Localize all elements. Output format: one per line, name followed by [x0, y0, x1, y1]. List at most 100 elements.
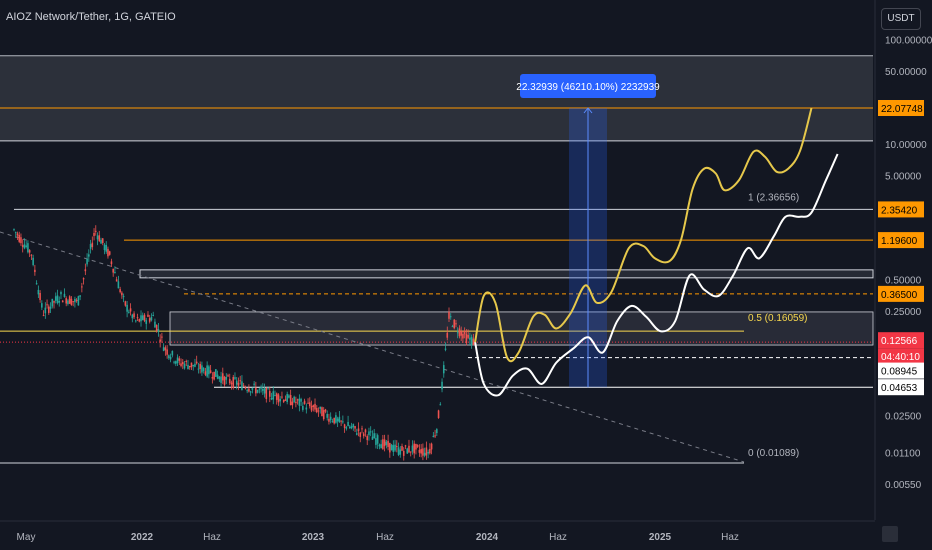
candle-body — [218, 376, 221, 380]
candle — [449, 313, 452, 320]
candle-body — [333, 417, 335, 424]
candle — [336, 416, 339, 428]
candle-body — [284, 399, 287, 401]
candle-body — [117, 281, 120, 289]
candle-body — [300, 399, 302, 402]
price-tick-label: 0.01100 — [885, 449, 921, 460]
candle — [263, 383, 266, 398]
candle — [218, 375, 221, 382]
candle — [319, 406, 322, 414]
candle — [305, 403, 308, 414]
candle-body — [404, 445, 407, 447]
candle — [298, 394, 301, 412]
candle — [44, 302, 47, 319]
candle-body — [190, 362, 193, 368]
target-zone-box — [0, 55, 873, 141]
currency-button[interactable]: USDT — [881, 8, 921, 30]
candle-body — [225, 376, 228, 380]
candle — [98, 230, 101, 243]
price-label-bg — [878, 201, 924, 218]
candle-body — [451, 326, 454, 328]
candle-body — [235, 380, 238, 385]
candle-body — [49, 306, 52, 309]
candle-body — [432, 435, 435, 438]
candle-body — [241, 381, 243, 391]
candle-body — [366, 436, 369, 441]
candle — [201, 361, 203, 376]
candle-body — [126, 304, 128, 312]
candle-body — [342, 421, 344, 423]
candle — [317, 407, 320, 417]
candle — [392, 440, 395, 456]
time-tick-label: May — [17, 532, 36, 543]
candle-body — [392, 445, 395, 452]
candle-body — [282, 399, 285, 403]
candle — [225, 373, 228, 385]
candle — [340, 420, 342, 427]
candle — [232, 374, 235, 390]
candle-body — [460, 331, 462, 336]
price-tick-label: 0.02500 — [885, 411, 922, 422]
candle — [463, 327, 466, 339]
candle-body — [68, 296, 71, 304]
candle — [147, 311, 149, 318]
candle — [206, 361, 208, 378]
candle-body — [355, 433, 358, 435]
candle-body — [382, 439, 384, 449]
candle — [451, 324, 454, 328]
candle-body — [171, 350, 174, 356]
candle — [441, 378, 443, 393]
candle-body — [373, 433, 375, 439]
candle-body — [77, 296, 80, 306]
candle-body — [328, 418, 330, 422]
candle-body — [91, 242, 94, 248]
candle — [408, 439, 410, 454]
candle — [274, 390, 276, 397]
candle — [470, 334, 473, 349]
candle — [100, 237, 102, 244]
candle-body — [230, 382, 233, 385]
candle-body — [352, 424, 355, 428]
candle-body — [61, 300, 64, 303]
candle — [114, 266, 116, 274]
candle-body — [96, 235, 99, 240]
time-axis: May 2022 Haz 2023 Haz 2024 Haz 2025 Haz — [17, 532, 739, 543]
candle — [20, 233, 22, 246]
candle — [173, 360, 175, 365]
measure-label-bg — [520, 74, 656, 98]
candle — [413, 440, 415, 459]
candle — [265, 387, 268, 403]
candle-body — [147, 314, 149, 317]
candle — [429, 443, 431, 455]
candle-body — [79, 295, 81, 297]
candle — [86, 253, 88, 267]
candle — [61, 300, 64, 303]
candle-body — [44, 307, 47, 314]
candle-body — [249, 391, 252, 393]
candle-body — [399, 449, 402, 455]
candle-body — [181, 362, 184, 365]
candle-body — [397, 447, 400, 455]
price-label-text: 0.12566 — [881, 336, 918, 347]
candle-body — [27, 243, 29, 253]
candle-body — [255, 387, 257, 394]
candle-body — [302, 405, 304, 410]
candle — [314, 398, 316, 412]
candle — [215, 369, 217, 377]
candle-body — [234, 377, 236, 379]
candle — [397, 442, 400, 457]
price-label-text: 0.04653 — [881, 383, 918, 394]
price-label-badge: 1.19600 — [878, 232, 924, 249]
candle-body — [277, 394, 280, 403]
candle — [187, 360, 189, 370]
candle-body — [270, 397, 273, 400]
candle-body — [402, 450, 405, 456]
candle — [192, 364, 195, 371]
candles — [13, 225, 475, 461]
candle — [430, 442, 433, 455]
candle-body — [312, 405, 315, 408]
price-label-badge: 0.08945 — [878, 362, 924, 379]
candle — [122, 293, 125, 303]
candle-body — [453, 319, 456, 329]
